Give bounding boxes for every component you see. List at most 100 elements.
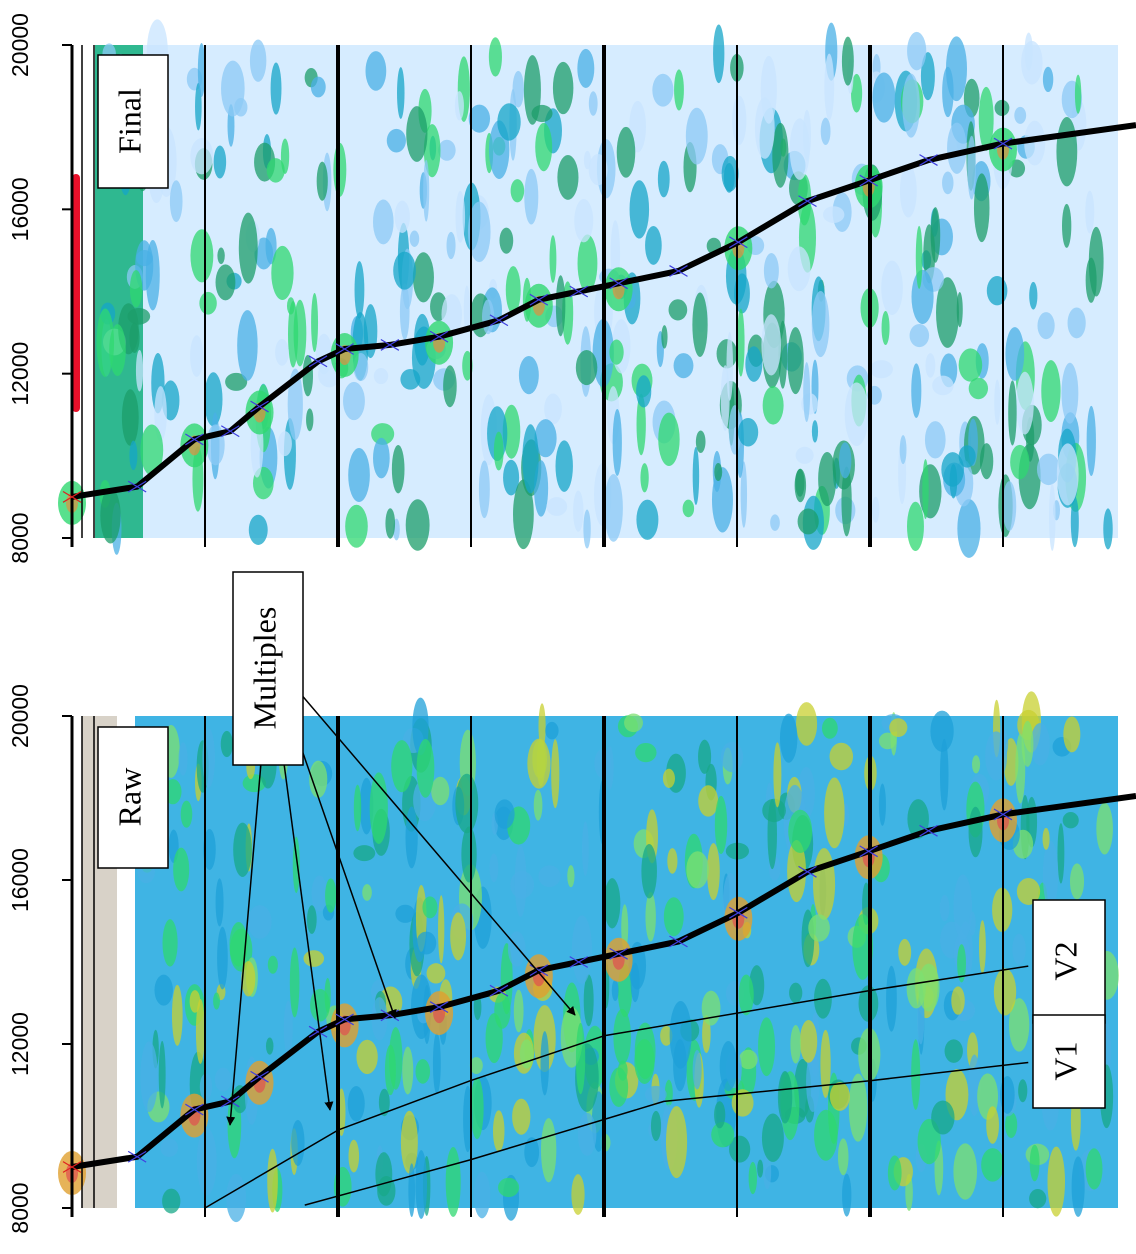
semblance-cell [1029, 281, 1038, 310]
semblance-cell [667, 848, 678, 874]
semblance-cell [513, 989, 524, 1033]
pick-marker [859, 174, 878, 187]
semblance-cell [454, 91, 464, 121]
semblance-cell [796, 702, 818, 746]
semblance-cell [944, 1039, 963, 1063]
semblance-cell [241, 961, 256, 997]
semblance-cell [353, 784, 362, 832]
semblance-cell [162, 1188, 181, 1214]
arrow [269, 657, 576, 1016]
semblance-cell [267, 1148, 278, 1213]
semblance-cell [507, 931, 526, 967]
semblance-cell [577, 234, 598, 293]
semblance-cell [911, 269, 934, 325]
semblance-cell [714, 462, 723, 481]
semblance-cell [416, 931, 437, 955]
semblance-cell [180, 800, 193, 828]
semblance-cell [1016, 877, 1041, 905]
semblance-cell [1029, 1144, 1040, 1182]
semblance-cell [605, 745, 614, 790]
pick-marker [250, 1070, 269, 1083]
semblance-cell [538, 703, 546, 750]
semblance-cell [493, 1110, 505, 1152]
semblance-cell [762, 386, 784, 425]
semblance-cell [217, 247, 225, 265]
semblance-cell [378, 1088, 390, 1117]
pick-marker [185, 1103, 204, 1116]
y-tick-label: 8000 [7, 512, 33, 563]
semblance-cell [818, 451, 837, 507]
semblance-cell [898, 938, 912, 966]
semblance-cell [757, 1159, 764, 1178]
semblance-cell [1008, 380, 1017, 446]
semblance-cell [551, 739, 560, 809]
pick-marker [669, 935, 688, 948]
semblance-cell [287, 368, 303, 441]
semblance-cell [455, 190, 466, 243]
semblance-cell [701, 990, 721, 1026]
pick-marker [308, 1025, 328, 1038]
semblance-cell [636, 499, 659, 540]
semblance-cell [169, 180, 183, 223]
semblance-cell [852, 914, 874, 980]
semblance-cell [713, 24, 725, 84]
semblance-cell [567, 865, 575, 888]
panel-title: Final [111, 88, 147, 154]
semblance-cell [837, 1138, 849, 1176]
semblance-cell [497, 103, 521, 141]
semblance-cell [682, 499, 695, 518]
legend-box [1032, 1014, 1106, 1109]
semblance-cell [310, 988, 330, 1022]
semblance-cell [1057, 823, 1065, 884]
semblance-cell [986, 276, 1008, 306]
semblance-cell [787, 327, 804, 395]
semblance-cell [555, 275, 566, 337]
semblance-cell [748, 1161, 758, 1195]
pick-marker [569, 956, 589, 968]
semblance-cell [808, 914, 830, 942]
semblance-cell [197, 42, 206, 97]
semblance-cell [373, 437, 390, 479]
semblance-cell [958, 348, 983, 382]
semblance-cell [640, 463, 649, 493]
semblance-cell [343, 381, 365, 421]
semblance-cell [393, 251, 416, 290]
semblance-cell [993, 968, 1017, 1016]
semblance-cell [967, 135, 976, 200]
pick-marker [609, 277, 628, 290]
semblance-cell [362, 884, 372, 901]
semblance-cell [1005, 327, 1025, 381]
semblance-cell [248, 514, 268, 545]
semblance-cell [685, 107, 708, 165]
labels: Final Raw Multiples V2 V1 [97, 54, 1106, 1109]
semblance-cell [265, 1037, 274, 1055]
semblance-cell [512, 70, 525, 108]
semblance-cell [195, 82, 202, 131]
semblance-cell [789, 982, 803, 1003]
semblance-cell [820, 117, 831, 146]
semblance-cell [306, 408, 314, 432]
semblance-cell [498, 1177, 520, 1198]
semblance-cell [665, 1106, 688, 1179]
semblance-cell [635, 742, 657, 763]
semblance-cell [588, 91, 598, 116]
semblance-cell [1067, 307, 1086, 339]
semblance-cell [391, 444, 405, 494]
semblance-cell [1063, 716, 1081, 753]
semblance-cell [1085, 190, 1095, 234]
semblance-cell [754, 97, 775, 159]
pick-marker [489, 314, 509, 327]
semblance-cell [925, 353, 936, 378]
y-tick-label: 12000 [7, 342, 33, 406]
semblance-cell [348, 1139, 360, 1173]
semblance-cell [96, 308, 115, 377]
semblance-cell [220, 730, 233, 758]
semblance-cell [129, 269, 143, 308]
semblance-cell [533, 789, 543, 821]
semblance-cell [400, 368, 421, 390]
semblance-cell [907, 501, 924, 551]
semblance-cell [770, 514, 780, 531]
semblance-cell [473, 994, 482, 1021]
semblance-cell [806, 1051, 820, 1113]
